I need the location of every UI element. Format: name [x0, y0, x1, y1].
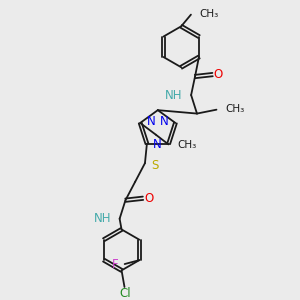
Text: N: N: [153, 138, 162, 151]
Text: NH: NH: [165, 88, 182, 101]
Text: S: S: [151, 159, 158, 172]
Text: O: O: [214, 68, 223, 81]
Text: Cl: Cl: [120, 287, 131, 300]
Text: N: N: [160, 116, 169, 128]
Text: CH₃: CH₃: [225, 104, 244, 114]
Text: F: F: [112, 257, 119, 271]
Text: N: N: [147, 116, 156, 128]
Text: CH₃: CH₃: [177, 140, 196, 150]
Text: CH₃: CH₃: [200, 9, 219, 19]
Text: O: O: [144, 192, 154, 205]
Text: NH: NH: [94, 212, 112, 225]
